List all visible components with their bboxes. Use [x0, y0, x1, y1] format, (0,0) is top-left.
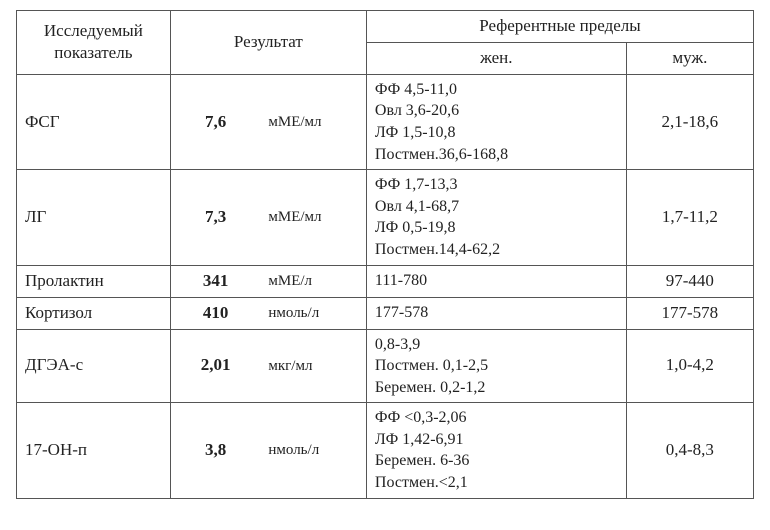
- ref-line: ЛФ 1,42-6,91: [375, 429, 618, 451]
- table-row-fsh: ФСГ 7,6 мМЕ/мл ФФ 4,5-11,0 Овл 3,6-20,6 …: [17, 74, 754, 169]
- param-name: Пролактин: [17, 265, 171, 297]
- reference-female: 0,8-3,9 Постмен. 0,1-2,5 Беремен. 0,2-1,…: [366, 329, 626, 403]
- header-reference: Референтные пределы: [366, 11, 753, 43]
- header-female: жен.: [366, 42, 626, 74]
- param-name: ДГЭА-с: [17, 329, 171, 403]
- table-row-cortisol: Кортизол 410 нмоль/л 177-578 177-578: [17, 297, 754, 329]
- reference-female: ФФ 1,7-13,3 Овл 4,1-68,7 ЛФ 0,5-19,8 Пос…: [366, 170, 626, 265]
- result-unit: мМЕ/мл: [260, 74, 366, 169]
- ref-line: Постмен.<2,1: [375, 472, 618, 494]
- ref-line: 0,8-3,9: [375, 334, 618, 356]
- header-result: Результат: [170, 11, 366, 75]
- table-row-prolactin: Пролактин 341 мМЕ/л 111-780 97-440: [17, 265, 754, 297]
- ref-line: Беремен. 0,2-1,2: [375, 377, 618, 399]
- ref-line: Постмен. 0,1-2,5: [375, 355, 618, 377]
- result-unit: нмоль/л: [260, 297, 366, 329]
- ref-line: Постмен.14,4-62,2: [375, 239, 618, 261]
- ref-line: Овл 4,1-68,7: [375, 196, 618, 218]
- reference-female: ФФ 4,5-11,0 Овл 3,6-20,6 ЛФ 1,5-10,8 Пос…: [366, 74, 626, 169]
- result-unit: нмоль/л: [260, 403, 366, 498]
- header-male: муж.: [626, 42, 753, 74]
- ref-line: ЛФ 0,5-19,8: [375, 217, 618, 239]
- result-value: 7,6: [170, 74, 260, 169]
- reference-female: ФФ <0,3-2,06 ЛФ 1,42-6,91 Беремен. 6-36 …: [366, 403, 626, 498]
- header-parameter: Исследуемый показатель: [17, 11, 171, 75]
- ref-line: Овл 3,6-20,6: [375, 100, 618, 122]
- reference-male: 1,0-4,2: [626, 329, 753, 403]
- ref-line: Постмен.36,6-168,8: [375, 144, 618, 166]
- param-name: 17-ОН-п: [17, 403, 171, 498]
- table-row-lh: ЛГ 7,3 мМЕ/мл ФФ 1,7-13,3 Овл 4,1-68,7 Л…: [17, 170, 754, 265]
- reference-female: 111-780: [366, 265, 626, 297]
- result-value: 341: [170, 265, 260, 297]
- reference-male: 177-578: [626, 297, 753, 329]
- param-name: ЛГ: [17, 170, 171, 265]
- result-unit: мкг/мл: [260, 329, 366, 403]
- result-value: 3,8: [170, 403, 260, 498]
- table-row-17ohp: 17-ОН-п 3,8 нмоль/л ФФ <0,3-2,06 ЛФ 1,42…: [17, 403, 754, 498]
- reference-male: 1,7-11,2: [626, 170, 753, 265]
- param-name: ФСГ: [17, 74, 171, 169]
- result-unit: мМЕ/мл: [260, 170, 366, 265]
- ref-line: ФФ <0,3-2,06: [375, 407, 618, 429]
- result-value: 410: [170, 297, 260, 329]
- lab-report-sheet: Исследуемый показатель Результат Референ…: [0, 0, 770, 509]
- results-table: Исследуемый показатель Результат Референ…: [16, 10, 754, 499]
- ref-line: Беремен. 6-36: [375, 450, 618, 472]
- ref-line: ФФ 4,5-11,0: [375, 79, 618, 101]
- param-name: Кортизол: [17, 297, 171, 329]
- reference-female: 177-578: [366, 297, 626, 329]
- result-value: 7,3: [170, 170, 260, 265]
- result-value: 2,01: [170, 329, 260, 403]
- reference-male: 2,1-18,6: [626, 74, 753, 169]
- reference-male: 0,4-8,3: [626, 403, 753, 498]
- reference-male: 97-440: [626, 265, 753, 297]
- ref-line: ЛФ 1,5-10,8: [375, 122, 618, 144]
- result-unit: мМЕ/л: [260, 265, 366, 297]
- ref-line: ФФ 1,7-13,3: [375, 174, 618, 196]
- table-row-dhea: ДГЭА-с 2,01 мкг/мл 0,8-3,9 Постмен. 0,1-…: [17, 329, 754, 403]
- table-header-row-1: Исследуемый показатель Результат Референ…: [17, 11, 754, 43]
